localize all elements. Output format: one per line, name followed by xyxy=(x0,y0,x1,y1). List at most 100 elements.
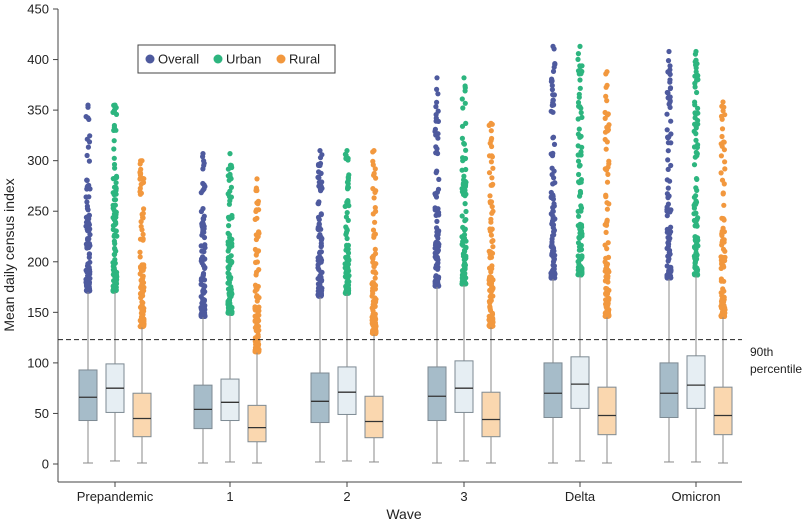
outlier-point-overall xyxy=(665,166,671,172)
outlier-point-overall xyxy=(85,102,91,108)
outlier-point-overall xyxy=(666,48,672,55)
outlier-point-rural xyxy=(487,249,494,255)
outlier-point-urban xyxy=(459,213,465,219)
outlier-point-rural xyxy=(490,181,496,187)
outlier-point-urban xyxy=(575,51,582,57)
outlier-point-overall xyxy=(83,194,89,200)
outlier-point-rural xyxy=(138,166,144,172)
outlier-point-urban xyxy=(226,223,232,229)
outlier-point-urban xyxy=(693,131,699,137)
outlier-point-overall xyxy=(548,108,554,114)
outlier-point-rural xyxy=(488,280,495,286)
outlier-point-rural xyxy=(719,116,725,122)
outlier-point-rural xyxy=(718,141,724,147)
outlier-point-rural xyxy=(255,198,261,204)
outlier-point-urban xyxy=(228,306,234,312)
outlier-point-urban xyxy=(575,99,582,106)
outlier-point-overall xyxy=(200,221,206,227)
outlier-point-overall xyxy=(318,183,324,189)
outlier-point-rural xyxy=(488,120,494,126)
outlier-point-overall xyxy=(666,273,672,279)
outlier-point-overall xyxy=(549,153,556,159)
outlier-point-urban xyxy=(462,262,468,268)
outlier-point-overall xyxy=(201,290,207,296)
outlier-point-urban xyxy=(225,298,231,305)
outlier-point-urban xyxy=(579,233,585,239)
outlier-point-urban xyxy=(112,202,118,208)
outlier-point-rural xyxy=(603,229,609,235)
outlier-point-urban xyxy=(459,276,465,282)
outlier-point-overall xyxy=(317,160,324,167)
outlier-point-rural xyxy=(254,314,260,320)
outlier-point-overall xyxy=(432,191,438,197)
outlier-point-rural xyxy=(137,176,143,182)
outlier-point-overall xyxy=(200,272,206,278)
outlier-point-urban xyxy=(228,291,235,297)
outlier-point-urban xyxy=(579,114,585,120)
outlier-point-rural xyxy=(372,219,378,225)
outlier-point-overall xyxy=(668,162,674,169)
outlier-point-urban xyxy=(113,111,120,117)
box-overall xyxy=(427,366,447,422)
outlier-point-rural xyxy=(490,208,496,214)
outlier-point-urban xyxy=(575,152,581,158)
outlier-point-rural xyxy=(721,147,728,153)
outlier-point-overall xyxy=(200,216,206,222)
outlier-point-overall xyxy=(549,172,555,178)
outlier-point-rural xyxy=(721,217,727,223)
outlier-point-urban xyxy=(694,256,700,262)
y-tick-label: 400 xyxy=(27,52,49,67)
outlier-point-rural xyxy=(487,304,493,310)
outlier-point-rural xyxy=(139,158,145,164)
outlier-point-rural xyxy=(140,273,146,279)
outlier-point-overall xyxy=(668,118,674,124)
outlier-point-overall xyxy=(318,188,324,194)
outlier-point-rural xyxy=(489,288,495,294)
outlier-point-rural xyxy=(254,176,260,182)
outlier-point-urban xyxy=(460,238,466,244)
outlier-point-overall xyxy=(433,104,439,110)
outlier-point-overall xyxy=(316,266,322,272)
x-tick-label: Delta xyxy=(565,489,596,504)
outlier-point-overall xyxy=(549,78,555,84)
outlier-point-urban xyxy=(225,239,231,245)
outlier-point-overall xyxy=(318,244,324,250)
outlier-point-rural xyxy=(139,322,145,328)
outlier-point-overall xyxy=(433,112,439,118)
outlier-point-overall xyxy=(86,158,92,164)
outlier-point-urban xyxy=(113,180,119,186)
outlier-point-overall xyxy=(317,259,323,266)
outlier-point-urban xyxy=(692,263,698,269)
outlier-point-urban xyxy=(577,43,583,50)
outlier-point-overall xyxy=(664,213,670,219)
legend-label-rural: Rural xyxy=(289,52,320,67)
outlier-point-overall xyxy=(548,189,554,196)
outlier-point-overall xyxy=(551,203,557,209)
outlier-point-urban xyxy=(344,282,350,288)
outlier-point-urban xyxy=(694,61,700,67)
outlier-point-overall xyxy=(668,229,674,235)
outlier-point-rural xyxy=(373,296,379,302)
outlier-point-urban xyxy=(226,201,232,207)
outlier-point-overall xyxy=(198,208,204,215)
outlier-point-urban xyxy=(344,179,351,185)
y-axis-label: Mean daily census index xyxy=(1,178,17,331)
outlier-point-overall xyxy=(549,241,555,248)
outlier-point-overall xyxy=(198,258,204,264)
box-rural xyxy=(481,391,501,438)
outlier-point-urban xyxy=(228,194,234,200)
outlier-point-overall xyxy=(668,224,674,230)
outlier-point-rural xyxy=(489,175,495,181)
outlier-point-rural xyxy=(603,290,609,296)
outlier-point-urban xyxy=(695,72,701,79)
y-tick-label: 450 xyxy=(27,2,49,17)
outlier-point-rural xyxy=(721,302,727,309)
outlier-point-urban xyxy=(693,272,699,278)
outlier-point-rural xyxy=(722,166,728,172)
outlier-point-urban xyxy=(344,242,350,248)
outlier-point-urban xyxy=(111,184,118,190)
outlier-point-urban xyxy=(693,242,699,249)
outlier-point-overall xyxy=(317,148,323,154)
outlier-point-overall xyxy=(548,272,555,279)
outlier-point-urban xyxy=(459,268,466,274)
